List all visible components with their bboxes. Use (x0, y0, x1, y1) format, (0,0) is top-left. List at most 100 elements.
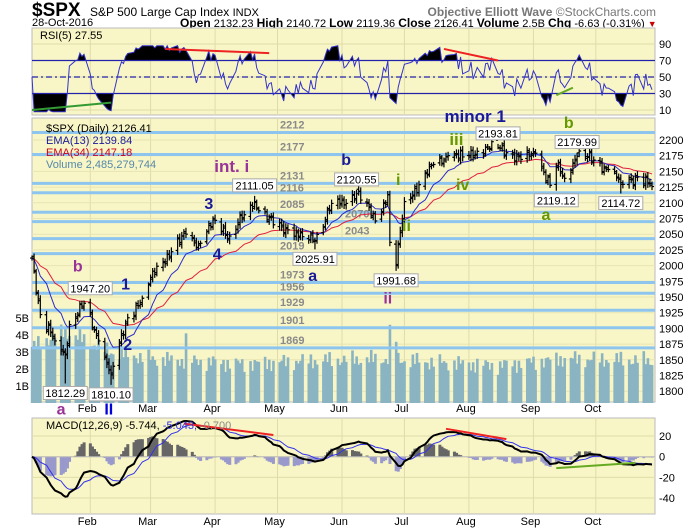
pivot-label-box (598, 196, 644, 211)
macd-panel: Feb Mar Apr May Jun Jul Aug Sep Oct 20 0 -20 -40 (31, 417, 675, 528)
rsi-tick-label: 90 (659, 39, 671, 51)
macd-histogram-bar (90, 446, 94, 457)
macd-histogram-bar (548, 456, 552, 467)
macd-histogram-bar (584, 451, 588, 457)
pivot-label-box (292, 251, 338, 266)
volume-bar (182, 368, 186, 403)
macd-histogram-bar (357, 451, 361, 457)
volume-bar (490, 362, 494, 403)
volume-bar (515, 372, 519, 403)
macd-histogram-bar (134, 439, 138, 457)
macd-tick-label: 20 (659, 431, 671, 443)
rsi-trendline (555, 86, 574, 97)
price-tick-label: 2150 (659, 166, 683, 178)
volume-bar (401, 362, 404, 403)
macd-histogram-bar (190, 451, 194, 457)
low-label: Low (329, 16, 354, 30)
wave-label: II (104, 401, 113, 418)
macd-histogram-bar (224, 456, 228, 463)
volume-bar (272, 360, 275, 403)
x-tick-label: Aug (456, 516, 476, 528)
ema34-line (31, 158, 653, 327)
macd-histogram-bar (444, 449, 448, 457)
volume-bar (151, 356, 155, 403)
macd-histogram-bar (430, 443, 434, 457)
volume-bar (426, 362, 429, 403)
wave-label: a (541, 207, 550, 224)
volume-bar (473, 372, 477, 403)
volume-bar (76, 339, 80, 403)
macd-histogram-bar (569, 456, 573, 460)
volume-bar (430, 357, 433, 403)
macd-histogram-bar (388, 456, 392, 464)
macd-histogram-bar (286, 456, 290, 466)
price-bar (82, 300, 87, 311)
pivot-label-box (88, 387, 134, 402)
macd-histogram-bar (400, 456, 404, 465)
price-bar (198, 240, 203, 248)
volume-bar (505, 360, 508, 403)
volume-bar (309, 354, 313, 403)
macd-histogram-bar (93, 449, 97, 457)
rsi-legend: RSI(5) 27.55 (40, 30, 102, 42)
ema13-line (31, 149, 653, 348)
volume-bar (170, 355, 173, 403)
volume-bar (353, 363, 356, 403)
volume-bar (532, 356, 535, 403)
volume-bar (313, 360, 317, 403)
x-tick-label: Apr (204, 516, 221, 528)
volume-bar (496, 374, 500, 403)
volume-bar (592, 351, 596, 403)
volume-bar (263, 356, 267, 403)
volume-bar (627, 359, 631, 403)
volume-bar (249, 361, 252, 403)
wave-label: b (73, 259, 83, 276)
macd-histogram-bar (440, 446, 444, 457)
volume-bar (301, 354, 304, 403)
volume-bar (93, 345, 96, 403)
pivot-label: 2120.55 (337, 174, 377, 186)
price-bar (38, 295, 43, 319)
wave-label: i (396, 172, 400, 189)
macd-histogram-bar (559, 456, 563, 461)
price-bar (387, 190, 392, 247)
high-label: High (256, 16, 284, 30)
volume-bar (615, 353, 619, 403)
volume-bar (459, 363, 462, 403)
macd-histogram-bar (36, 456, 40, 468)
macd-histogram-bar (442, 448, 446, 457)
macd-histogram-bar (386, 456, 390, 458)
volume-bar (372, 361, 375, 403)
macd-histogram-bar (513, 456, 517, 464)
macd-histogram-bar (613, 456, 617, 460)
volume-bar (438, 354, 442, 403)
volume-bar (621, 365, 625, 403)
panel-background (31, 27, 656, 116)
volume-bar (168, 360, 171, 403)
down-triangle-icon: ▼ (647, 19, 657, 29)
rsi-trendline (31, 101, 112, 111)
level-label: 2043 (345, 226, 369, 238)
price-legend: $SPX (Daily) 2126.41 (46, 123, 152, 135)
macd-histogram-bar (284, 456, 288, 466)
volume-bar (126, 357, 130, 403)
open-label: Open (180, 16, 211, 30)
macd-histogram-bar (68, 456, 72, 462)
macd-histogram-bar (238, 456, 242, 461)
volume-bar (513, 360, 517, 403)
volume-bar (457, 356, 460, 403)
price-tick-label: 2075 (659, 214, 683, 226)
rsi-trendline (165, 47, 270, 55)
volume-bar (178, 365, 182, 403)
volume-bar (68, 335, 71, 403)
macd-histogram-bar (167, 443, 171, 457)
volume-bar (488, 369, 492, 403)
volume-bar (355, 356, 358, 403)
x-tick-label: Sep (521, 403, 541, 415)
volume-bar (546, 357, 550, 403)
macd-histogram-bar (631, 456, 635, 461)
macd-histogram-bar (330, 448, 334, 457)
macd-histogram-bar (161, 439, 165, 457)
level-label: 2070 (345, 209, 369, 221)
